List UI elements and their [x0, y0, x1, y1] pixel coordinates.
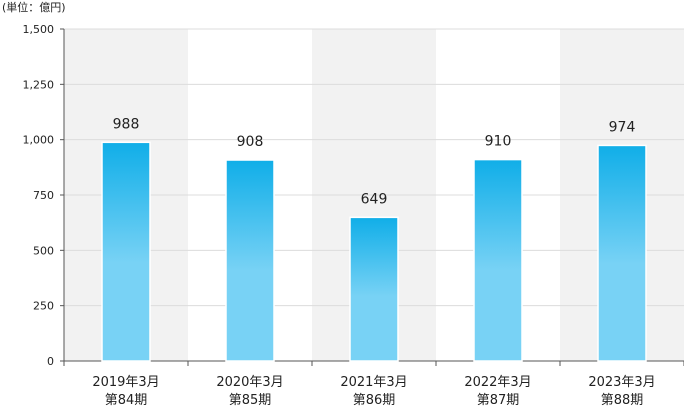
data-label: 649: [361, 191, 388, 207]
x-tick-label-date: 2019年3月: [92, 375, 159, 390]
x-tick-label-period: 第85期: [229, 393, 272, 408]
gridlines: [64, 28, 684, 307]
y-tick-label: 750: [33, 189, 54, 202]
y-tick-label: 1,250: [23, 78, 55, 91]
y-tick-label: 500: [33, 244, 54, 257]
y-tick-labels: 0 250 500 750 1,000 1,250 1,500: [23, 23, 55, 368]
y-tick-label: 1,500: [23, 23, 55, 36]
x-tick-label-period: 第84期: [105, 393, 148, 408]
data-label: 908: [237, 134, 264, 150]
bar: [225, 159, 275, 362]
bar: [473, 158, 523, 362]
data-label: 974: [609, 119, 636, 135]
x-tick-label-date: 2023年3月: [588, 375, 655, 390]
x-tick-label-period: 第88期: [601, 393, 644, 408]
bars: [101, 141, 647, 362]
y-tick-label: 1,000: [23, 134, 55, 147]
x-tick-label-period: 第86期: [353, 393, 396, 408]
x-tick-label-date: 2020年3月: [216, 375, 283, 390]
bar: [597, 144, 647, 362]
x-tick-label-date: 2022年3月: [464, 375, 531, 390]
data-labels: 988 908 649 910 974: [113, 116, 636, 207]
unit-label: (単位：億円): [2, 0, 66, 14]
y-tick-label: 250: [33, 300, 54, 313]
data-label: 988: [113, 116, 140, 132]
x-tick-label-date: 2021年3月: [340, 375, 407, 390]
data-label: 910: [485, 134, 512, 150]
bar: [101, 141, 151, 362]
bar: [349, 216, 399, 362]
y-tick-label: 0: [47, 355, 54, 368]
x-tick-label-period: 第87期: [477, 393, 520, 408]
